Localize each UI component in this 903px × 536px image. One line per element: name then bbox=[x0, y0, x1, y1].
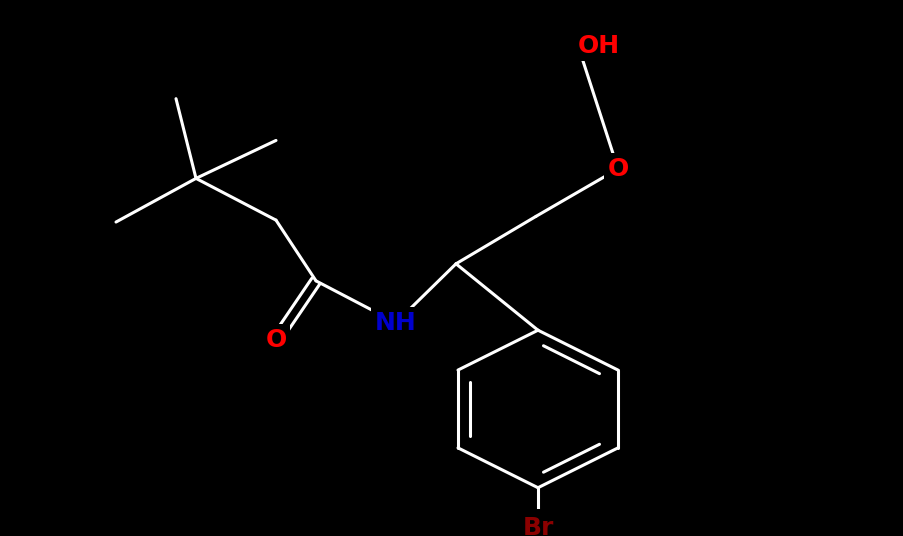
Text: OH: OH bbox=[577, 34, 619, 57]
Text: O: O bbox=[265, 327, 286, 352]
Text: O: O bbox=[607, 157, 628, 181]
Text: NH: NH bbox=[375, 311, 416, 334]
Text: Br: Br bbox=[522, 516, 553, 536]
